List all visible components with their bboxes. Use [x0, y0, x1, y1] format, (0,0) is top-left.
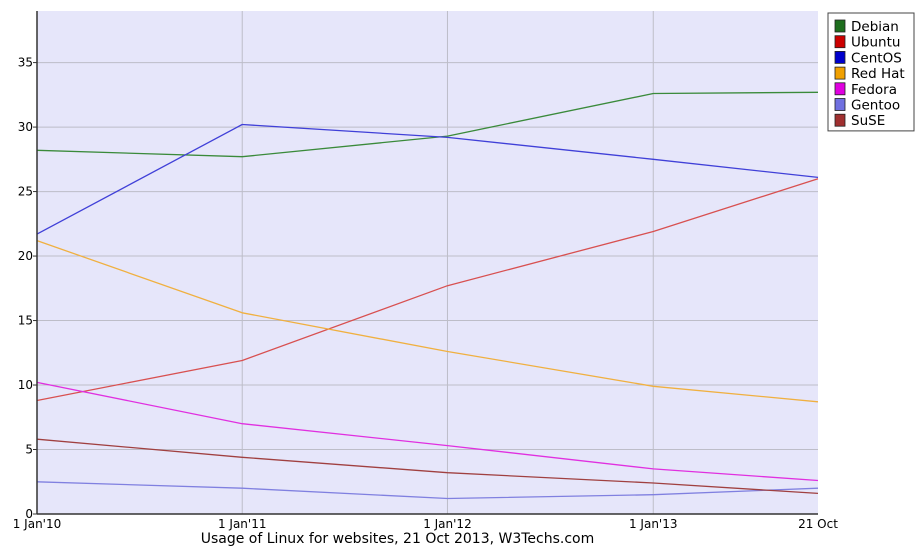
x-axis-ticks: 1 Jan'10 1 Jan'11 1 Jan'12 1 Jan'13 21 Oct — [13, 517, 838, 531]
x-tick-label: 1 Jan'10 — [13, 517, 62, 531]
legend-label: CentOS — [851, 50, 902, 66]
legend-swatch — [834, 66, 846, 80]
legend-label: Ubuntu — [851, 35, 900, 51]
legend-swatch — [834, 113, 846, 127]
series-line-debian — [36, 91, 819, 158]
legend-label: Gentoo — [851, 98, 900, 114]
legend-swatch — [834, 82, 846, 96]
y-tick-label: 5 — [25, 443, 33, 457]
y-tick-label: 30 — [18, 120, 33, 134]
axes — [33, 11, 818, 515]
y-tick-label: 15 — [18, 314, 33, 328]
chart-caption: Usage of Linux for websites, 21 Oct 2013… — [201, 531, 595, 547]
series-line-centos — [36, 123, 819, 235]
series-line-suse — [36, 438, 819, 495]
y-tick-label: 10 — [18, 378, 33, 392]
y-tick-label: 35 — [18, 56, 33, 70]
legend-swatch — [834, 19, 846, 33]
legend-swatch — [834, 35, 846, 49]
series-lines — [36, 91, 819, 500]
legend-swatch — [834, 98, 846, 111]
series-line-ubuntu — [36, 178, 819, 402]
legend-box — [827, 12, 915, 132]
legend-label: SuSE — [851, 113, 885, 129]
plot-area — [37, 11, 818, 514]
y-tick-label: 25 — [18, 185, 33, 199]
y-axis-ticks: 0 5 10 15 20 25 30 35 — [18, 56, 33, 521]
legend-swatch — [834, 51, 846, 64]
grid-lines — [37, 11, 818, 514]
legend-label: Fedora — [851, 82, 897, 98]
legend-label: Debian — [851, 19, 899, 35]
legend-label: Red Hat — [851, 66, 905, 82]
x-tick-label: 1 Jan'11 — [218, 517, 267, 531]
series-line-red-hat — [36, 239, 819, 403]
y-tick-label: 20 — [18, 249, 33, 263]
x-tick-label: 1 Jan'12 — [423, 517, 472, 531]
series-line-fedora — [36, 381, 819, 482]
x-tick-label: 1 Jan'13 — [629, 517, 678, 531]
series-line-gentoo — [36, 481, 819, 500]
x-tick-label: 21 Oct — [798, 517, 838, 531]
y-tick-label: 0 — [25, 507, 33, 521]
